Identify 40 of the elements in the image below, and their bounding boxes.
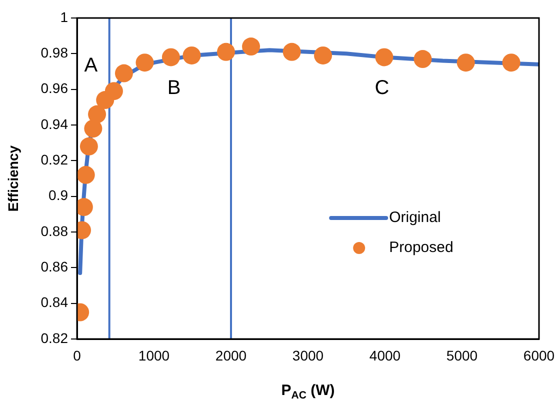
y-tick-label: 0.82 [40, 330, 68, 346]
point [114, 64, 133, 82]
x-tick-label: 3000 [292, 347, 324, 364]
annotation: B [167, 77, 181, 100]
y-tick-label: 0.88 [40, 222, 68, 239]
x-tick-label: 0 [73, 347, 82, 364]
point [162, 48, 180, 66]
legend-label: Proposed [389, 239, 454, 256]
x-tick-label: 2000 [215, 347, 247, 364]
point [104, 82, 123, 100]
point [414, 50, 432, 68]
y-tick-label: 0.92 [40, 152, 68, 168]
x-tick-label: 1000 [138, 347, 170, 364]
y-tick-label: 0.84 [40, 294, 68, 310]
point [84, 120, 102, 138]
point [456, 54, 475, 72]
x-tick-label: 6000 [523, 347, 555, 364]
point [80, 137, 98, 156]
annotation: C [374, 77, 390, 100]
y-axis-title: Efficiency [4, 145, 21, 212]
y-tick-label: 0.86 [40, 258, 68, 275]
x-tick-label: 5000 [446, 347, 478, 364]
annotation: A [84, 54, 98, 77]
point [314, 46, 332, 64]
y-tick-label: 1 [60, 8, 68, 25]
point [216, 42, 235, 61]
point [77, 166, 95, 184]
y-tick-label: 0.94 [40, 116, 68, 132]
point [282, 42, 301, 61]
y-tick-label: 0.96 [40, 80, 68, 96]
y-tick-label: 0.98 [40, 44, 68, 61]
point [502, 54, 520, 72]
legend-label: Original [389, 209, 441, 226]
x-tick-label: 4000 [369, 347, 401, 364]
point [136, 54, 154, 72]
y-tick-label: 0.9 [48, 187, 68, 204]
point [182, 46, 201, 64]
point [242, 38, 260, 56]
point [88, 105, 106, 124]
point [375, 48, 394, 66]
